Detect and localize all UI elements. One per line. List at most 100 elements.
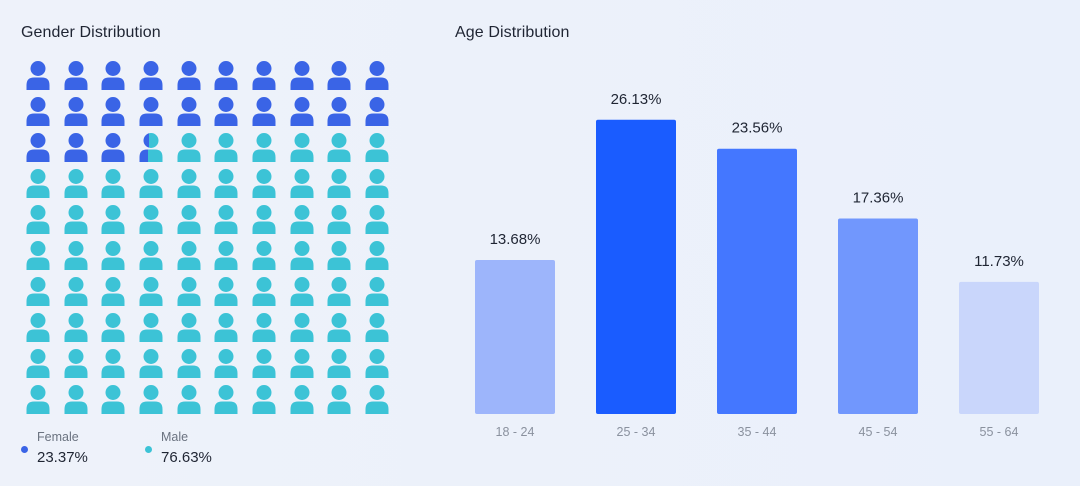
- person-icon: [245, 168, 283, 204]
- person-icon: [170, 96, 208, 132]
- person-icon: [170, 384, 208, 420]
- person-icon: [207, 60, 245, 96]
- person-icon: [358, 96, 396, 132]
- person-icon: [19, 96, 57, 132]
- person-icon: [283, 240, 321, 276]
- person-icon: [19, 168, 57, 204]
- legend-male-dot: [145, 446, 152, 453]
- person-icon: [283, 132, 321, 168]
- person-icon: [321, 312, 359, 348]
- legend-male-label: Male: [161, 430, 189, 444]
- age-bar-value-label: 17.36%: [853, 190, 904, 207]
- age-category-tick-label: 35 - 44: [738, 425, 777, 439]
- person-icon: [132, 384, 170, 420]
- person-icon: [207, 132, 245, 168]
- person-icon: [358, 204, 396, 240]
- person-icon: [132, 240, 170, 276]
- person-icon: [94, 204, 132, 240]
- person-icon: [207, 312, 245, 348]
- person-icon: [170, 276, 208, 312]
- person-icon: [19, 60, 57, 96]
- person-icon: [132, 312, 170, 348]
- person-icon: [19, 348, 57, 384]
- person-icon: [321, 348, 359, 384]
- person-icon: [57, 60, 95, 96]
- person-icon: [132, 168, 170, 204]
- legend-female-dot: [21, 446, 28, 453]
- person-icon: [170, 348, 208, 384]
- person-icon: [94, 348, 132, 384]
- person-icon: [283, 96, 321, 132]
- person-icon: [57, 132, 95, 168]
- person-icon: [207, 348, 245, 384]
- person-icon: [94, 60, 132, 96]
- person-icon: [170, 240, 208, 276]
- person-icon: [207, 204, 245, 240]
- age-bar-18-24: [475, 259, 555, 414]
- person-icon: [132, 132, 170, 168]
- person-icon: [94, 384, 132, 420]
- person-icon: [245, 96, 283, 132]
- person-icon: [245, 384, 283, 420]
- person-icon: [132, 276, 170, 312]
- person-icon: [19, 276, 57, 312]
- person-icon: [94, 240, 132, 276]
- age-category-tick-label: 55 - 64: [980, 425, 1019, 439]
- person-icon: [321, 276, 359, 312]
- person-icon: [57, 96, 95, 132]
- person-icon: [19, 132, 57, 168]
- person-icon: [207, 276, 245, 312]
- person-icon: [94, 132, 132, 168]
- age-bar-45-54: [838, 218, 918, 414]
- person-icon: [321, 240, 359, 276]
- person-icon: [207, 168, 245, 204]
- age-bar-35-44: [717, 148, 797, 414]
- person-icon: [245, 348, 283, 384]
- age-bar-value-label: 11.73%: [974, 253, 1024, 270]
- age-category-tick-label: 18 - 24: [496, 425, 535, 439]
- legend-female-label: Female: [37, 430, 79, 444]
- person-icon: [94, 96, 132, 132]
- person-icon: [170, 60, 208, 96]
- legend-male-value: 76.63%: [161, 449, 212, 466]
- age-bar-value-label: 26.13%: [611, 91, 662, 108]
- person-icon: [283, 276, 321, 312]
- person-icon: [358, 240, 396, 276]
- age-bar-55-64: [959, 281, 1039, 414]
- person-icon: [283, 204, 321, 240]
- person-icon: [57, 348, 95, 384]
- person-icon: [245, 204, 283, 240]
- person-icon: [19, 312, 57, 348]
- person-icon: [358, 312, 396, 348]
- legend-female-value: 23.37%: [37, 449, 88, 466]
- person-icon: [207, 96, 245, 132]
- person-icon: [94, 276, 132, 312]
- age-category-tick-label: 45 - 54: [859, 425, 898, 439]
- person-icon: [245, 312, 283, 348]
- person-icon: [132, 60, 170, 96]
- age-distribution-title: Age Distribution: [455, 24, 570, 41]
- person-icon: [245, 240, 283, 276]
- person-icon: [170, 132, 208, 168]
- person-icon: [57, 240, 95, 276]
- person-icon: [57, 312, 95, 348]
- person-icon: [19, 204, 57, 240]
- gender-distribution-title: Gender Distribution: [21, 24, 161, 41]
- age-bar-value-label: 23.56%: [732, 120, 783, 137]
- person-icon: [283, 168, 321, 204]
- person-icon: [94, 312, 132, 348]
- person-icon: [57, 276, 95, 312]
- person-icon: [170, 312, 208, 348]
- person-icon: [170, 168, 208, 204]
- gender-person-icon-grid: [19, 60, 389, 420]
- person-icon: [358, 384, 396, 420]
- person-icon: [19, 384, 57, 420]
- person-icon: [283, 60, 321, 96]
- age-bar-25-34: [596, 119, 676, 414]
- legend-female: Female 23.37%: [21, 430, 121, 470]
- person-icon: [321, 204, 359, 240]
- age-distribution-bar-chart: 13.68% 18 - 24 26.13% 25 - 34 23.56% 35 - 44 1…: [475, 91, 1039, 439]
- person-icon: [245, 60, 283, 96]
- person-icon: [321, 168, 359, 204]
- person-icon: [57, 384, 95, 420]
